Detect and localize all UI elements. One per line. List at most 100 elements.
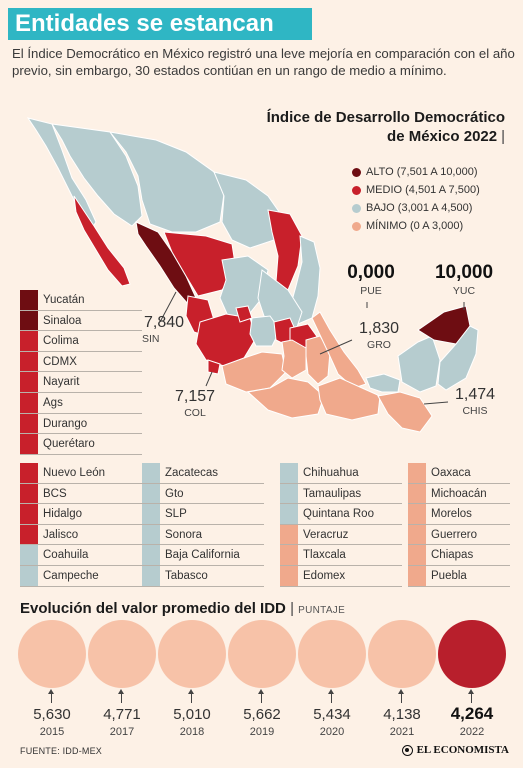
evolution-title: Evolución del valor promedio del IDD | P…	[20, 600, 345, 617]
list-item: Chihuahua	[280, 463, 402, 484]
list-item: Morelos	[408, 504, 510, 525]
callout-code: GRO	[367, 339, 391, 351]
arrow-up-icon	[328, 689, 334, 703]
callout-gro: 1,830 GRO	[352, 320, 406, 351]
state-name: Nuevo León	[43, 467, 106, 479]
evolution-year: 2019	[249, 726, 275, 738]
state-swatch	[20, 351, 38, 372]
page-title: Entidades se estancan	[15, 10, 274, 37]
evolution-value: 5,662	[243, 706, 281, 723]
map-region-colima	[207, 359, 221, 375]
callout-col: 7,157 COL	[168, 388, 222, 419]
callout-value: 10,000	[434, 262, 494, 283]
map-title-line1: Índice de Desarrollo Democrático	[266, 109, 505, 126]
evolution-item: 5,662 2019	[228, 620, 296, 742]
state-swatch	[20, 504, 38, 524]
list-item: Hidalgo	[20, 504, 142, 525]
state-swatch	[20, 524, 38, 545]
state-name: Veracruz	[303, 528, 349, 541]
list-item: Jalisco	[20, 524, 142, 546]
list-item: Veracruz	[280, 524, 402, 546]
state-swatch	[408, 463, 426, 483]
callout-code: PUE	[360, 285, 382, 297]
state-list-col4: Oaxaca Michoacán Morelos Guerrero Chiapa…	[408, 463, 510, 587]
state-name: Durango	[43, 417, 88, 430]
state-name: Baja California	[165, 549, 240, 562]
evolution-value: 5,630	[33, 706, 71, 723]
list-item: Campeche	[20, 565, 142, 587]
legend-swatch	[352, 203, 361, 213]
state-name: Yucatán	[43, 294, 85, 306]
list-item: Yucatán	[20, 290, 142, 311]
state-name: Chihuahua	[303, 467, 359, 479]
state-swatch	[20, 483, 38, 504]
map-title: Índice de Desarrollo Democrático de Méxi…	[267, 108, 505, 146]
evolution-circle	[158, 620, 226, 688]
intro-text: El Índice Democrático en México registró…	[12, 46, 515, 78]
evolution-circle	[438, 620, 506, 688]
map-region-coahuila	[213, 171, 283, 249]
callout-code: YUC	[452, 285, 476, 297]
legend-swatch	[352, 167, 361, 177]
list-item: Guerrero	[408, 524, 510, 546]
state-name: Tlaxcala	[303, 549, 346, 562]
list-item: CDMX	[20, 351, 142, 373]
state-swatch	[408, 565, 426, 586]
state-name: Sinaloa	[43, 314, 82, 327]
list-item: Gto	[142, 483, 264, 505]
legend-label: BAJO (3,001 A 4,500)	[366, 202, 473, 214]
leader-line-chis	[423, 401, 449, 405]
legend-item: MÍNIMO (0 A 3,000)	[352, 217, 480, 235]
callout-sin: 7,840 SIN	[136, 314, 192, 345]
list-item: Coahuila	[20, 545, 142, 566]
state-swatch	[20, 290, 38, 310]
state-name: Campeche	[43, 569, 99, 582]
callout-value: 1,830	[358, 320, 400, 337]
list-item: SLP	[142, 504, 264, 525]
state-name: Sonora	[165, 528, 203, 541]
state-swatch	[408, 504, 426, 524]
state-name: Gto	[165, 487, 184, 500]
state-swatch	[142, 524, 160, 545]
source-note: FUENTE: IDD-MEX	[20, 746, 103, 756]
list-item: Nayarit	[20, 372, 142, 393]
list-item: Zacatecas	[142, 463, 264, 484]
evolution-year: 2022	[459, 726, 485, 738]
state-swatch	[142, 565, 160, 586]
map-region-chiapas	[377, 391, 433, 433]
state-swatch	[20, 463, 38, 483]
brand-name: EL ECONOMISTA	[416, 744, 509, 756]
state-name: Quintana Roo	[303, 508, 374, 521]
map-title-bar: |	[501, 128, 505, 145]
state-swatch	[408, 524, 426, 545]
callout-yuc: 10,000 YUC	[428, 262, 500, 297]
map-title-line2: de México 2022	[387, 128, 498, 145]
legend-item: MEDIO (4,501 A 7,500)	[352, 181, 480, 199]
evolution-circle	[228, 620, 296, 688]
callout-value: 7,157	[174, 388, 216, 405]
legend-item: ALTO (7,501 A 10,000)	[352, 163, 480, 181]
state-name: Colima	[43, 335, 79, 348]
evolution-unit: PUNTAJE	[298, 605, 346, 616]
list-item: Michoacán	[408, 483, 510, 505]
leader-line-sin	[159, 291, 177, 323]
callout-code: COL	[184, 407, 206, 419]
state-swatch	[20, 372, 38, 392]
evolution-circle	[298, 620, 366, 688]
legend-swatch	[352, 221, 361, 231]
list-item: Puebla	[408, 565, 510, 587]
state-name: Morelos	[431, 508, 472, 521]
arrow-up-icon	[48, 689, 54, 703]
legend-swatch	[352, 185, 361, 195]
state-swatch	[20, 565, 38, 586]
arrow-up-icon	[188, 689, 194, 703]
legend-label: MEDIO (4,501 A 7,500)	[366, 184, 480, 196]
state-list-col1: Nuevo León BCS Hidalgo Jalisco Coahuila …	[20, 463, 142, 587]
list-item: Sonora	[142, 524, 264, 546]
state-swatch	[280, 463, 298, 483]
map-region-edomex	[281, 339, 307, 379]
list-item: Ags	[20, 392, 142, 414]
state-swatch	[20, 413, 38, 434]
legend-label: MÍNIMO (0 A 3,000)	[366, 220, 464, 232]
map-legend: ALTO (7,501 A 10,000) MEDIO (4,501 A 7,5…	[352, 163, 480, 235]
